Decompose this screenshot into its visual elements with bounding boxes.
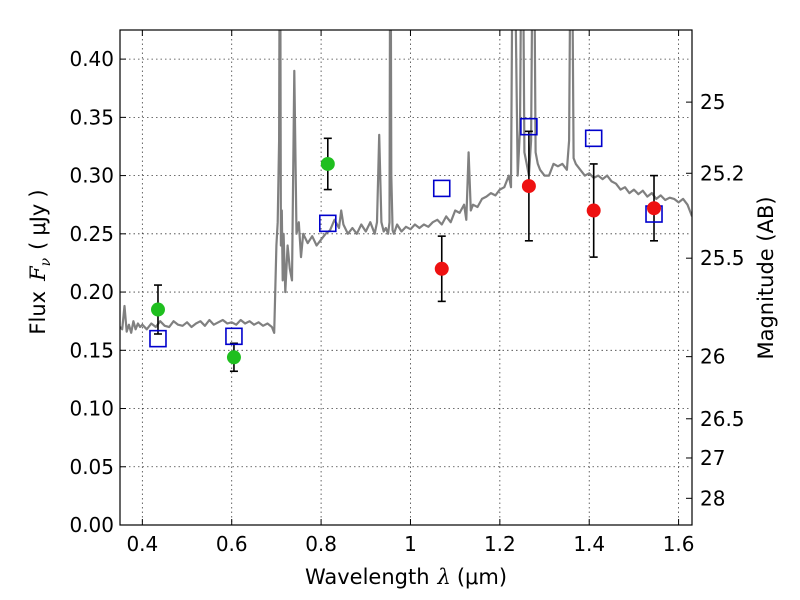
x-axis-label: Wavelength λ (μm) xyxy=(305,565,507,589)
red-data-point xyxy=(434,261,449,276)
plot-area xyxy=(120,30,692,373)
model-square-point xyxy=(432,179,451,198)
spectrum-line xyxy=(120,30,692,334)
model-square-point xyxy=(225,327,243,346)
y-tick-label: 0.40 xyxy=(69,47,114,71)
x-tick-label: 0.6 xyxy=(216,532,248,556)
x-tick-label: 0.4 xyxy=(126,532,158,556)
plot-frame xyxy=(119,29,693,526)
mag-tick-label: 25.2 xyxy=(700,161,745,185)
model-square-point xyxy=(520,117,538,136)
y-tick-label: 0.10 xyxy=(69,397,114,421)
y-tick-label: 0.15 xyxy=(69,338,114,362)
mag-tick-label: 27 xyxy=(700,446,725,470)
mag-tick-label: 26 xyxy=(700,345,725,369)
red-data-point xyxy=(521,179,536,194)
grid-lines xyxy=(120,30,692,526)
y-tick-label: 0.35 xyxy=(69,105,114,129)
y-tick-label: 0.05 xyxy=(69,455,114,479)
y-tick-label: 0.20 xyxy=(69,280,114,304)
x-tick-label: 1.2 xyxy=(484,532,516,556)
mag-tick-label: 25 xyxy=(700,90,725,114)
x-tick-label: 1.6 xyxy=(663,532,695,556)
mag-tick-label: 28 xyxy=(700,486,725,510)
right-axis-label: Magnitude (AB) xyxy=(754,196,778,359)
x-tick-label: 1.4 xyxy=(573,532,605,556)
model-square-point xyxy=(149,329,167,348)
x-tick-label: 1 xyxy=(404,532,417,556)
y-axis-label: FluxFν(μJy) xyxy=(26,189,54,334)
y-tick-label: 0.25 xyxy=(69,222,114,246)
x-tick-label: 0.8 xyxy=(305,532,337,556)
axis-ticks: 0.4 0.6 0.8 1 1.2 1.4 1.6 0.00 0.05 0.10 0.15 0.20 0… xyxy=(69,30,745,556)
y-tick-label: 0.30 xyxy=(69,164,114,188)
model-square-point xyxy=(584,129,603,148)
green-data-point xyxy=(150,302,165,317)
red-data-point xyxy=(586,203,601,218)
y-tick-label: 0.00 xyxy=(69,513,114,537)
mag-tick-label: 26.5 xyxy=(700,407,745,431)
model-square-point xyxy=(318,214,337,233)
red-data-point xyxy=(647,201,662,216)
mag-tick-label: 25.5 xyxy=(700,246,745,270)
green-data-point xyxy=(226,350,241,365)
green-data-point xyxy=(320,156,335,171)
